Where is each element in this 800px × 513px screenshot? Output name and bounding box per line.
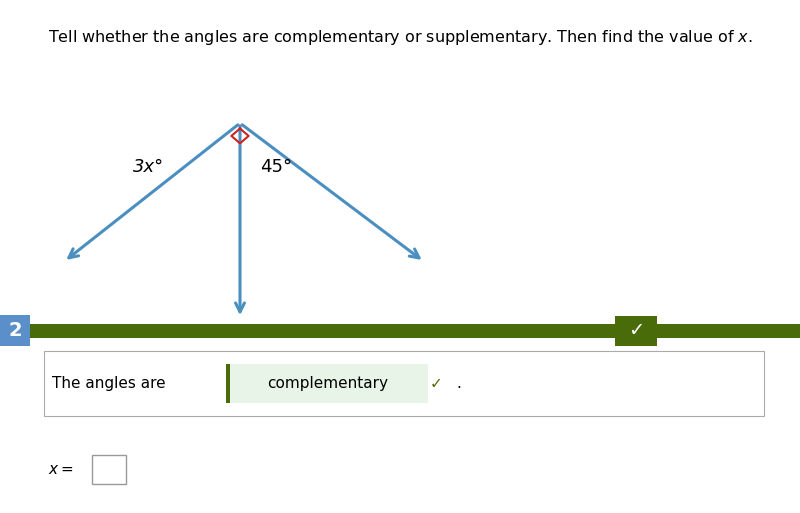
Bar bbox=[0, 315, 30, 346]
Bar bbox=[44, 351, 764, 416]
Text: 3x°: 3x° bbox=[133, 157, 164, 176]
Text: 2: 2 bbox=[8, 321, 22, 341]
Text: 45°: 45° bbox=[260, 157, 292, 176]
Text: complementary: complementary bbox=[267, 376, 389, 391]
Text: Tell whether the angles are complementary or supplementary. Then find the value : Tell whether the angles are complementar… bbox=[48, 28, 752, 47]
Text: The angles are: The angles are bbox=[52, 376, 166, 391]
Bar bbox=[0, 324, 800, 338]
Bar bbox=[226, 364, 230, 403]
Text: $x =$: $x =$ bbox=[48, 462, 74, 477]
Text: ✓: ✓ bbox=[430, 376, 442, 391]
Bar bbox=[230, 364, 428, 403]
Bar bbox=[615, 316, 657, 346]
Text: ✓: ✓ bbox=[628, 321, 644, 341]
Bar bbox=[92, 456, 126, 483]
Text: .: . bbox=[456, 376, 461, 391]
